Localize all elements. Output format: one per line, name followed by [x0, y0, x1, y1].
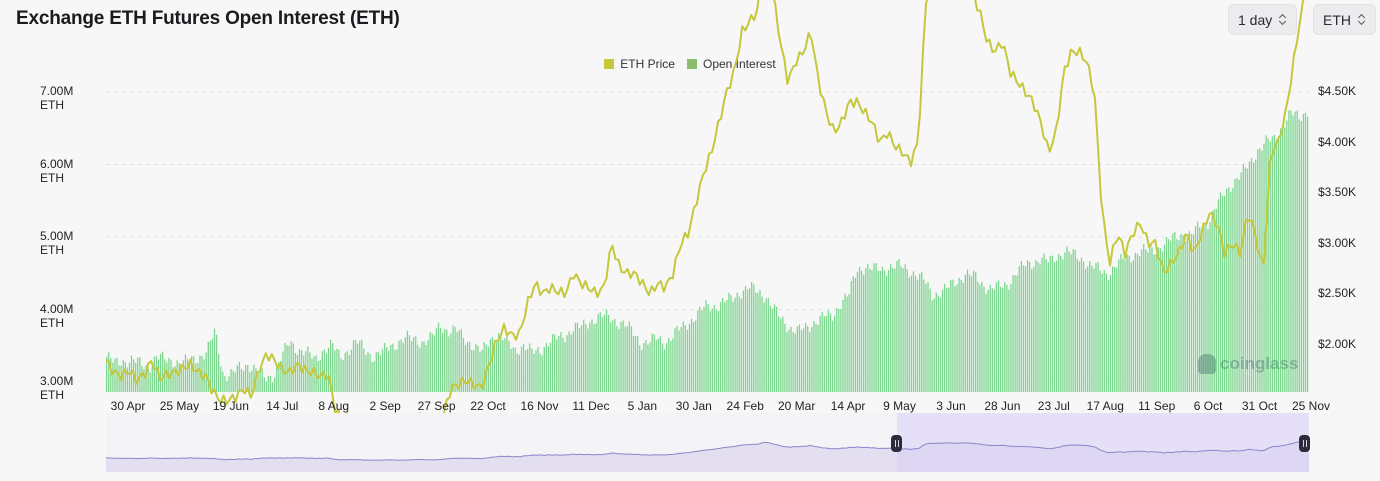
- x-axis-tick: 25 May: [159, 399, 200, 413]
- x-axis-tick: 27 Sep: [417, 399, 456, 413]
- y-axis-left-tick: 7.00M ETH: [40, 84, 74, 112]
- legend-label: ETH Price: [620, 57, 675, 71]
- x-axis-tick: 5 Jan: [627, 399, 658, 413]
- open-interest-bars: [106, 110, 1309, 393]
- interval-select-value: 1 day: [1238, 11, 1273, 28]
- interval-select[interactable]: 1 day: [1228, 4, 1298, 35]
- x-axis-tick: 25 Nov: [1291, 399, 1331, 413]
- y-axis-left-tick: 5.00M ETH: [40, 229, 74, 257]
- x-axis-tick: 14 Apr: [830, 399, 866, 413]
- x-axis-tick: 11 Sep: [1138, 399, 1176, 413]
- x-axis-tick: 16 Nov: [520, 399, 559, 413]
- x-axis-tick: 8 Aug: [318, 399, 350, 413]
- y-axis-left-tick: 6.00M ETH: [40, 157, 74, 185]
- y-axis-right-tick: $3.50K: [1318, 185, 1357, 199]
- navigator-right-handle[interactable]: [1299, 435, 1310, 452]
- page-title: Exchange ETH Futures Open Interest (ETH): [16, 8, 400, 29]
- y-axis-left-tick: 4.00M ETH: [40, 302, 74, 330]
- x-axis-tick: 20 Mar: [777, 399, 816, 413]
- x-axis-tick: 24 Feb: [726, 399, 764, 413]
- legend-item-eth-price[interactable]: ETH Price: [604, 57, 675, 71]
- x-axis-tick: 30 Apr: [110, 399, 146, 413]
- navigator-selection: [897, 413, 1309, 472]
- unit-select-value: ETH: [1323, 11, 1351, 28]
- unit-select[interactable]: ETH: [1313, 4, 1376, 35]
- x-axis-tick: 31 Oct: [1241, 399, 1278, 413]
- x-axis-tick: 28 Jun: [984, 399, 1021, 413]
- square-swatch-icon: [604, 59, 615, 69]
- x-axis-tick: 23 Jul: [1037, 399, 1070, 413]
- chart-legend: ETH Price Open Interest: [0, 57, 1380, 71]
- y-axis-right-tick: $4.00K: [1318, 135, 1357, 149]
- x-axis-tick: 9 May: [883, 399, 916, 413]
- coinglass-logo-icon: [1198, 354, 1216, 374]
- legend-item-open-interest[interactable]: Open Interest: [686, 57, 776, 71]
- square-swatch-icon: [686, 59, 697, 69]
- x-axis-tick: 30 Jan: [675, 399, 712, 413]
- legend-label: Open Interest: [702, 57, 776, 71]
- x-axis-tick: 19 Jun: [212, 399, 249, 413]
- y-axis-right-tick: $4.50K: [1318, 84, 1357, 98]
- x-axis-tick: 11 Dec: [572, 399, 610, 413]
- x-axis-tick: 6 Oct: [1193, 399, 1223, 413]
- y-axis-left-tick: 3.00M ETH: [40, 374, 74, 402]
- y-axis-right-tick: $2.00K: [1318, 337, 1357, 351]
- y-axis-right-tick: $2.50K: [1318, 286, 1357, 300]
- watermark: coinglass: [1198, 354, 1298, 374]
- navigator-left-handle[interactable]: [891, 435, 902, 452]
- eth-price-line: [105, 0, 1305, 439]
- x-axis-tick: 2 Sep: [369, 399, 401, 413]
- x-axis-tick: 22 Oct: [470, 399, 506, 413]
- x-axis-tick: 3 Jun: [936, 399, 966, 413]
- y-axis-right-tick: $3.00K: [1318, 236, 1357, 250]
- x-axis-tick: 14 Jul: [266, 399, 299, 413]
- x-axis-tick: 17 Aug: [1086, 399, 1124, 413]
